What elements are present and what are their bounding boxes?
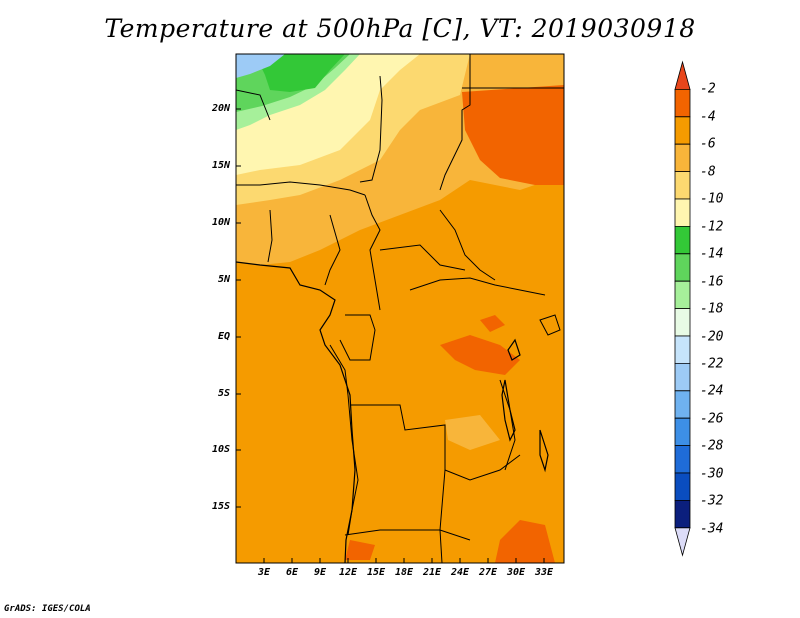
colorbar-segment xyxy=(674,89,691,118)
colorbar-segment xyxy=(674,171,691,200)
colorbar-segment xyxy=(674,527,691,557)
country-borders xyxy=(236,54,564,563)
colorbar-label: -2 xyxy=(700,81,716,97)
lat-label: 15N xyxy=(211,160,230,171)
region-minus-2-to-4-south xyxy=(495,520,555,563)
lon-label: 27E xyxy=(478,567,498,578)
colorbar-segment xyxy=(674,363,691,392)
colorbar-label: -26 xyxy=(700,411,724,427)
colorbar-segment xyxy=(674,308,691,337)
colorbar xyxy=(674,60,691,557)
colorbar-label: -4 xyxy=(700,109,716,125)
colorbar-segment xyxy=(674,226,691,255)
colorbar-label: -12 xyxy=(700,219,724,235)
colorbar-label: -28 xyxy=(700,438,724,454)
lat-label: 15S xyxy=(211,501,230,512)
region-minus-2-to-4-small xyxy=(480,315,505,332)
lon-label: 9E xyxy=(313,567,327,578)
lat-label: 5N xyxy=(217,274,230,285)
region-minus-2-to-4-southwest xyxy=(345,540,375,560)
lon-label: 12E xyxy=(338,567,358,578)
colorbar-segment xyxy=(674,280,691,309)
lat-label: 5S xyxy=(217,388,230,399)
colorbar-label: -16 xyxy=(700,274,724,290)
temperature-field xyxy=(236,54,564,563)
colorbar-label: -20 xyxy=(700,329,724,345)
region-minus-2-to-4-northeast xyxy=(462,85,564,185)
colorbar-label: -10 xyxy=(700,191,724,207)
colorbar-segment xyxy=(674,500,691,529)
colorbar-label: -30 xyxy=(700,466,724,482)
colorbar-segment xyxy=(674,335,691,364)
colorbar-label: -22 xyxy=(700,356,724,372)
lat-label: 10N xyxy=(211,217,230,228)
colorbar-label: -14 xyxy=(700,246,724,262)
lon-label: 18E xyxy=(394,567,414,578)
lake-victoria xyxy=(507,338,521,361)
lat-label: EQ xyxy=(217,331,230,342)
lon-label: 30E xyxy=(506,567,526,578)
coastline-west xyxy=(236,261,356,563)
lat-label: 20N xyxy=(211,103,230,114)
colorbar-segment xyxy=(674,198,691,227)
colorbar-label: -32 xyxy=(700,493,724,509)
lon-label: 6E xyxy=(285,567,299,578)
lake-tanganyika xyxy=(501,379,516,442)
lake-malawi xyxy=(539,429,549,473)
colorbar-segment xyxy=(674,472,691,501)
region-minus-22-to-24 xyxy=(236,54,285,78)
region-minus-6-to-8-south xyxy=(445,415,500,450)
colorbar-segment xyxy=(674,116,691,145)
footer-credit: GrADS: IGES/COLA xyxy=(4,604,91,614)
colorbar-segment xyxy=(674,253,691,282)
region-minus-2-to-4-central xyxy=(440,335,520,375)
chart-title: Temperature at 500hPa [C], VT: 201903091… xyxy=(104,14,696,43)
colorbar-segment xyxy=(674,143,691,172)
lat-label: 10S xyxy=(211,444,230,455)
map-frame xyxy=(235,53,565,564)
axis-ticks xyxy=(236,108,545,563)
colorbar-segment xyxy=(674,390,691,419)
colorbar-label: -24 xyxy=(700,383,724,399)
region-minus-12-to-14 xyxy=(255,54,345,92)
colorbar-segment xyxy=(674,445,691,474)
lon-label: 21E xyxy=(422,567,442,578)
lon-label: 3E xyxy=(257,567,271,578)
colorbar-label: -6 xyxy=(700,136,716,152)
lake-east xyxy=(539,314,561,336)
lon-label: 15E xyxy=(366,567,386,578)
lon-label: 33E xyxy=(534,567,554,578)
colorbar-segment xyxy=(674,417,691,446)
lon-label: 24E xyxy=(450,567,470,578)
colorbar-label: -8 xyxy=(700,164,716,180)
colorbar-label: -18 xyxy=(700,301,724,317)
colorbar-label: -34 xyxy=(700,521,724,537)
colorbar-segment xyxy=(674,60,691,90)
